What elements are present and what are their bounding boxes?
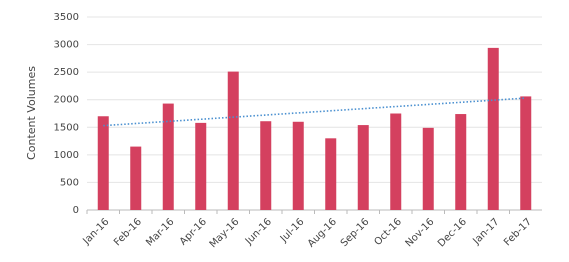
x-tick-label: Nov-16 [404, 216, 437, 249]
x-tick-label: May-16 [208, 216, 242, 250]
x-tick-label: Feb-16 [112, 216, 144, 248]
x-tick-label: Jan-16 [81, 216, 112, 247]
x-tick-label: Aug-16 [306, 216, 339, 249]
y-tick-label: 2500 [54, 67, 79, 78]
y-tick-label: 3500 [54, 12, 79, 23]
bar [227, 71, 239, 210]
bar [390, 113, 402, 210]
y-tick-label: 2000 [54, 95, 79, 106]
bar [162, 103, 174, 210]
bar [292, 121, 304, 210]
trendline [103, 97, 526, 127]
bar [325, 138, 337, 210]
bar [97, 116, 109, 210]
bar [487, 47, 499, 210]
x-tick-label: Dec-16 [436, 216, 469, 249]
x-tick-label: Feb-17 [502, 216, 534, 248]
x-tick-label: Sep-16 [339, 216, 372, 249]
bar [195, 122, 207, 210]
x-tick-label: Apr-16 [178, 216, 209, 247]
bar [130, 146, 142, 210]
y-tick-label: 3000 [54, 40, 79, 51]
x-tick-label: Jul-16 [278, 216, 307, 245]
bar [422, 127, 434, 210]
y-axis-label: Content Volumes [25, 66, 38, 160]
bar [260, 121, 272, 210]
y-tick-label: 0 [73, 205, 79, 216]
y-tick-label: 1000 [54, 150, 79, 161]
y-tick-label: 1500 [54, 122, 79, 133]
bar [520, 96, 532, 210]
x-tick-label: Jan-17 [471, 216, 502, 247]
x-tick-label: Mar-16 [144, 216, 176, 248]
bar [357, 125, 369, 210]
bar [455, 114, 467, 210]
x-tick-label: Oct-16 [372, 216, 404, 248]
y-tick-label: 500 [60, 177, 79, 188]
x-tick-label: Jun-16 [243, 216, 274, 247]
